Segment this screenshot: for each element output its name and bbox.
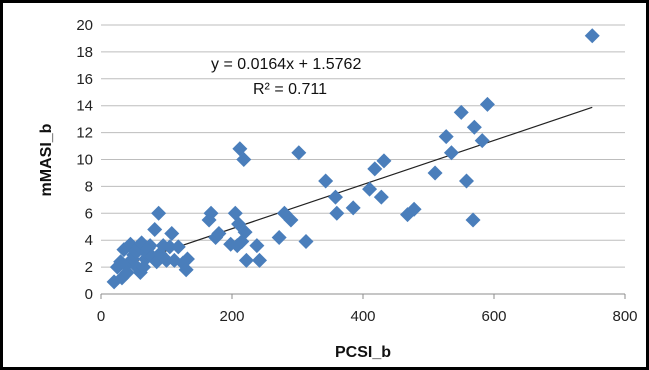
- data-point: [367, 161, 383, 177]
- data-point: [318, 173, 334, 189]
- data-point: [465, 212, 481, 228]
- data-point: [376, 153, 392, 169]
- x-tick-label: 800: [612, 308, 637, 325]
- data-point: [238, 252, 254, 268]
- data-point: [406, 201, 422, 217]
- data-point: [147, 221, 163, 237]
- data-point: [327, 189, 343, 205]
- data-point: [211, 225, 227, 241]
- data-point: [466, 119, 482, 135]
- x-axis-title: PCSI_b: [335, 344, 391, 361]
- data-point: [151, 205, 167, 221]
- data-point: [162, 239, 178, 255]
- y-tick-label: 10: [76, 152, 93, 169]
- trendline-layer: [113, 106, 593, 269]
- trendline-r-squared: R² = 0.711: [253, 81, 327, 98]
- data-point: [252, 252, 268, 268]
- data-point: [249, 238, 265, 254]
- data-point: [453, 104, 469, 120]
- y-tick-label: 8: [85, 178, 93, 195]
- x-tick-label: 0: [97, 308, 105, 325]
- data-point: [584, 28, 600, 44]
- data-point: [291, 145, 307, 161]
- data-point: [178, 262, 194, 278]
- data-point: [298, 234, 314, 250]
- data-point: [236, 152, 252, 167]
- data-point: [438, 129, 454, 145]
- y-tick-label: 6: [85, 205, 93, 222]
- y-axis-title: mMASI_b: [38, 123, 55, 196]
- data-point: [373, 189, 389, 205]
- data-point: [142, 238, 158, 254]
- data-point: [170, 239, 186, 255]
- x-tick-label: 400: [350, 308, 375, 325]
- data-point: [362, 181, 378, 197]
- y-tick-label: 0: [85, 286, 93, 303]
- data-points: [106, 28, 600, 290]
- data-point: [271, 230, 287, 246]
- y-tick-label: 12: [76, 125, 93, 142]
- data-point: [122, 236, 138, 252]
- trendline-equation: y = 0.0164x + 1.5762: [211, 56, 361, 73]
- data-point: [479, 96, 495, 112]
- data-point: [329, 205, 345, 221]
- data-point: [458, 173, 474, 189]
- data-point: [179, 251, 195, 267]
- trendline: [113, 106, 593, 269]
- data-point: [203, 205, 219, 221]
- gridlines: [100, 24, 626, 299]
- y-tick-label: 16: [76, 71, 93, 88]
- data-point: [283, 212, 299, 228]
- y-tick-label: 14: [76, 98, 93, 115]
- data-point: [237, 224, 253, 240]
- y-tick-label: 2: [85, 259, 93, 276]
- x-tick-label: 200: [219, 308, 244, 325]
- data-point: [345, 200, 361, 216]
- y-tick-label: 4: [85, 232, 93, 249]
- data-point: [164, 225, 180, 241]
- data-point: [474, 133, 490, 149]
- data-point: [159, 252, 174, 268]
- x-tick-label: 600: [481, 308, 506, 325]
- y-tick-label: 18: [76, 44, 93, 61]
- data-point: [427, 165, 443, 181]
- data-point: [443, 145, 459, 161]
- y-tick-label: 20: [76, 17, 93, 34]
- data-point: [119, 264, 135, 280]
